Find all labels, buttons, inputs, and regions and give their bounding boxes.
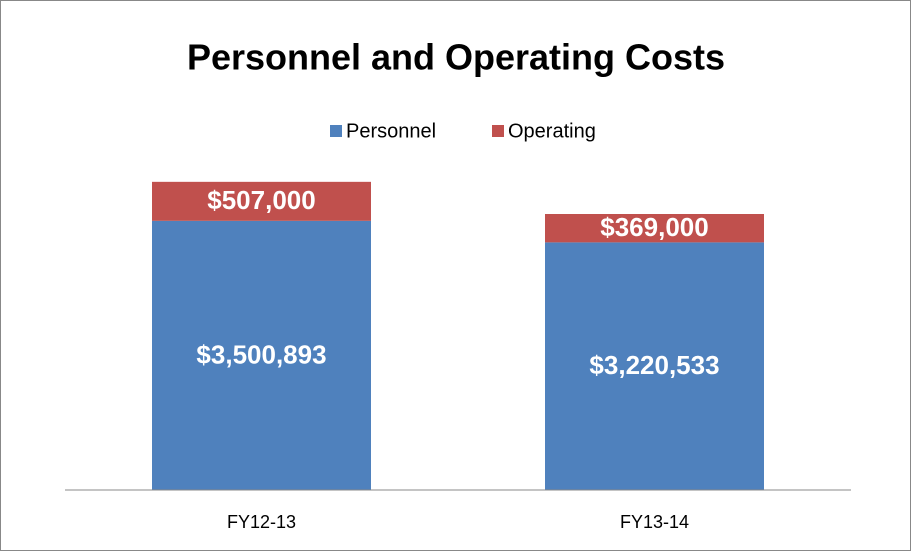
bar-segment bbox=[152, 181, 371, 221]
data-label: $3,500,893 bbox=[196, 339, 326, 369]
chart-title: Personnel and Operating Costs bbox=[187, 37, 725, 78]
data-label: $369,000 bbox=[600, 212, 708, 242]
x-tick-label: FY13-14 bbox=[620, 512, 689, 532]
legend-label: Personnel bbox=[346, 120, 436, 142]
bar-segment bbox=[545, 242, 764, 490]
data-label: $3,220,533 bbox=[589, 350, 719, 380]
legend-swatch bbox=[330, 125, 342, 137]
bar-segment bbox=[152, 220, 371, 490]
x-tick-label: FY12-13 bbox=[227, 512, 296, 532]
legend-swatch bbox=[492, 125, 504, 137]
legend-label: Operating bbox=[508, 120, 596, 142]
data-label: $507,000 bbox=[207, 185, 315, 215]
bar-segment bbox=[545, 214, 764, 243]
